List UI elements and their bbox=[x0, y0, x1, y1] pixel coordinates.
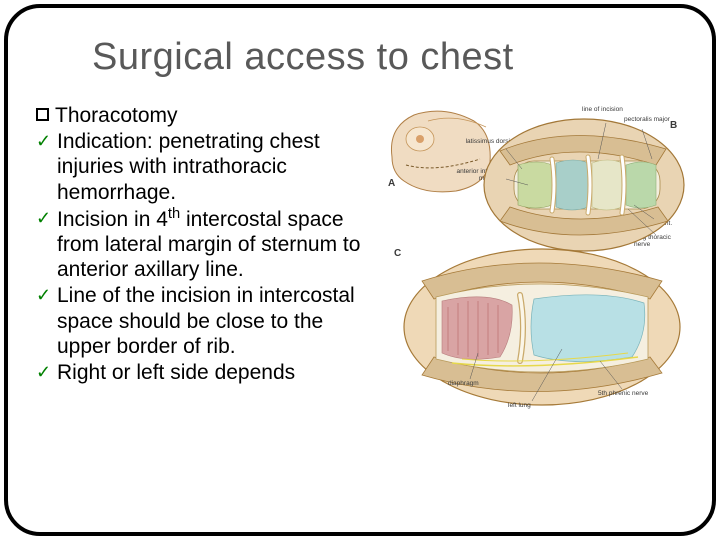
list-item: ✓ Right or left side depends bbox=[36, 360, 376, 385]
check-icon: ✓ bbox=[36, 362, 51, 384]
anno-label: 5th phrenic nerve bbox=[598, 391, 648, 398]
panel-label-c: C bbox=[394, 249, 401, 259]
panel-label-a: A bbox=[388, 179, 395, 189]
list-item: Thoracotomy bbox=[36, 103, 376, 128]
check-icon: ✓ bbox=[36, 131, 51, 153]
anatomical-figure: A line of incision pectoralis major lati… bbox=[384, 103, 684, 413]
slide-frame: Surgical access to chest Thoracotomy ✓ I… bbox=[4, 4, 716, 536]
list-item: ✓ Indication: penetrating chest injuries… bbox=[36, 129, 376, 205]
anno-label: diaphragm bbox=[448, 381, 479, 388]
panel-label-b: B bbox=[670, 121, 677, 131]
anno-label: left lung bbox=[508, 403, 531, 410]
item-text: Right or left side depends bbox=[57, 360, 295, 385]
figure-panel-b bbox=[456, 109, 686, 259]
item-text: Incision in 4th intercostal space from l… bbox=[57, 206, 376, 283]
item-text: Thoracotomy bbox=[55, 103, 178, 128]
slide-title: Surgical access to chest bbox=[92, 36, 684, 79]
figure-panel-c bbox=[392, 241, 682, 411]
check-icon: ✓ bbox=[36, 208, 51, 230]
content-columns: Thoracotomy ✓ Indication: penetrating ch… bbox=[36, 103, 684, 413]
item-text: Line of the incision in intercostal spac… bbox=[57, 283, 376, 359]
check-icon: ✓ bbox=[36, 285, 51, 307]
item-text: Indication: penetrating chest injuries w… bbox=[57, 129, 376, 205]
square-bullet-icon bbox=[36, 108, 49, 121]
bullet-list: Thoracotomy ✓ Indication: penetrating ch… bbox=[36, 103, 376, 413]
figure-column: A line of incision pectoralis major lati… bbox=[384, 103, 684, 413]
list-item: ✓ Incision in 4th intercostal space from… bbox=[36, 206, 376, 283]
list-item: ✓ Line of the incision in intercostal sp… bbox=[36, 283, 376, 359]
